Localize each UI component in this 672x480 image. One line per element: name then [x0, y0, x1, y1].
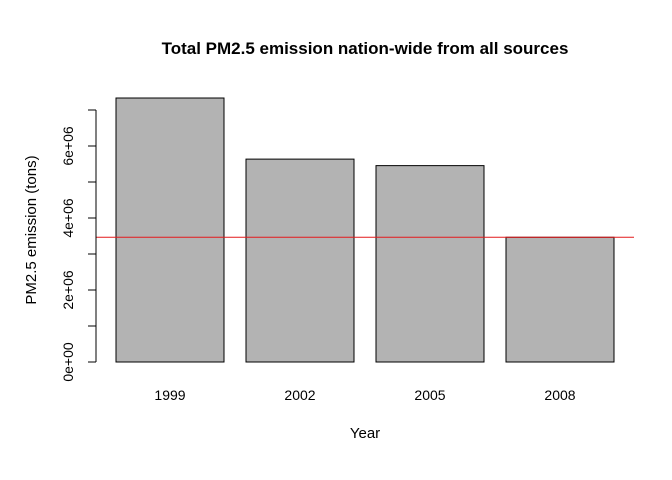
bars-group: [115, 97, 615, 363]
y-tick-label: 2e+06: [60, 270, 76, 310]
y-tick-label: 4e+06: [60, 198, 76, 238]
x-tick-label-2002: 2002: [284, 387, 315, 403]
bar-2008: [505, 236, 615, 363]
bar-2002: [245, 158, 355, 363]
x-tick-label-2008: 2008: [544, 387, 575, 403]
y-tick-label: 6e+06: [60, 126, 76, 166]
bar-1999: [115, 97, 225, 363]
y-axis-label: PM2.5 emission (tons): [23, 155, 40, 304]
bar-2005: [375, 165, 485, 363]
x-tick-label-2005: 2005: [414, 387, 445, 403]
y-tick-label: 0e+00: [60, 342, 76, 382]
x-axis-label: Year: [350, 425, 380, 442]
x-tick-labels: 1999 2002 2005 2008: [154, 387, 575, 403]
chart-title: Total PM2.5 emission nation-wide from al…: [162, 39, 569, 58]
y-axis: 0e+00 2e+06 4e+06 6e+06: [60, 109, 97, 382]
x-tick-label-1999: 1999: [154, 387, 185, 403]
